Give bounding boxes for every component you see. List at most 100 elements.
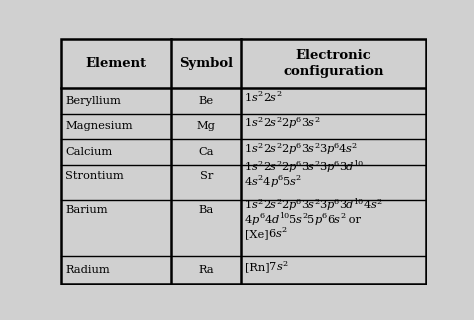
- Text: 3: 3: [319, 163, 327, 172]
- Text: s: s: [296, 215, 302, 225]
- Text: Element: Element: [86, 57, 147, 70]
- Text: 10: 10: [353, 160, 364, 168]
- Text: 5: 5: [289, 215, 296, 225]
- Text: Be: Be: [199, 96, 214, 106]
- Text: s: s: [308, 200, 314, 210]
- Text: 2: 2: [296, 174, 301, 182]
- Text: [Xe]: [Xe]: [245, 229, 268, 239]
- Text: s: s: [308, 163, 314, 172]
- Text: 2: 2: [276, 142, 281, 150]
- Text: 6: 6: [334, 198, 339, 206]
- Text: 3: 3: [319, 144, 327, 154]
- Text: 2: 2: [276, 116, 281, 124]
- Text: p: p: [315, 215, 322, 225]
- Text: 2: 2: [314, 160, 319, 168]
- Text: s: s: [252, 144, 258, 154]
- Text: 5: 5: [283, 177, 290, 187]
- Text: 3: 3: [301, 163, 308, 172]
- Text: 2: 2: [302, 212, 307, 220]
- Text: 2: 2: [263, 200, 270, 210]
- Text: 6: 6: [322, 212, 327, 220]
- Text: 4: 4: [245, 215, 252, 225]
- Text: 2: 2: [258, 90, 263, 98]
- Text: 1: 1: [245, 144, 252, 154]
- Text: 2: 2: [263, 163, 270, 172]
- Text: 6: 6: [259, 212, 264, 220]
- Text: s: s: [252, 200, 258, 210]
- Text: Barium: Barium: [65, 205, 108, 215]
- Text: p: p: [327, 200, 334, 210]
- Text: 2: 2: [281, 144, 289, 154]
- Text: Electronic
configuration: Electronic configuration: [283, 49, 384, 77]
- Text: Symbol: Symbol: [179, 57, 233, 70]
- Text: 2: 2: [352, 142, 357, 150]
- Text: p: p: [289, 118, 296, 129]
- Text: 2: 2: [340, 212, 345, 220]
- Text: s: s: [252, 118, 258, 129]
- Text: 3: 3: [339, 163, 346, 172]
- Text: p: p: [289, 163, 296, 172]
- Text: d: d: [346, 163, 353, 172]
- Text: s: s: [308, 144, 314, 154]
- Text: Calcium: Calcium: [65, 147, 113, 157]
- Text: 2: 2: [281, 200, 289, 210]
- Text: Beryllium: Beryllium: [65, 96, 121, 106]
- Text: 6: 6: [296, 116, 301, 124]
- Text: 2: 2: [276, 90, 281, 98]
- Text: 2: 2: [283, 260, 288, 268]
- Text: s: s: [270, 92, 276, 103]
- Text: s: s: [252, 163, 258, 172]
- Text: Ra: Ra: [199, 265, 214, 276]
- Text: 4: 4: [263, 177, 270, 187]
- Text: p: p: [252, 215, 259, 225]
- Text: 2: 2: [276, 160, 281, 168]
- Text: s: s: [270, 144, 276, 154]
- Text: 6: 6: [334, 142, 339, 150]
- Text: 3: 3: [301, 200, 308, 210]
- Text: 3: 3: [301, 144, 308, 154]
- Text: s: s: [252, 177, 258, 187]
- Text: 2: 2: [258, 174, 263, 182]
- Text: Radium: Radium: [65, 265, 110, 276]
- Text: Strontium: Strontium: [65, 171, 124, 181]
- Text: 3: 3: [339, 200, 346, 210]
- Text: 1: 1: [245, 92, 252, 103]
- Text: s: s: [277, 262, 283, 272]
- Text: 2: 2: [258, 142, 263, 150]
- Text: 3: 3: [319, 200, 327, 210]
- Text: 2: 2: [263, 144, 270, 154]
- Text: Sr: Sr: [200, 171, 213, 181]
- Text: s: s: [371, 200, 376, 210]
- Text: s: s: [334, 215, 340, 225]
- Text: 2: 2: [263, 118, 270, 129]
- Text: 3: 3: [301, 118, 308, 129]
- Text: 10: 10: [279, 212, 289, 220]
- Text: 6: 6: [327, 215, 334, 225]
- Text: d: d: [346, 200, 353, 210]
- Text: 5: 5: [307, 215, 315, 225]
- Text: 2: 2: [281, 163, 289, 172]
- Bar: [61, 88, 426, 284]
- Text: 6: 6: [268, 229, 276, 239]
- Text: 2: 2: [314, 198, 319, 206]
- Text: s: s: [270, 163, 276, 172]
- Text: Mg: Mg: [197, 122, 216, 132]
- Text: s: s: [346, 144, 352, 154]
- Text: 2: 2: [263, 92, 270, 103]
- Text: 6: 6: [277, 174, 283, 182]
- Text: p: p: [289, 144, 296, 154]
- Text: p: p: [327, 144, 334, 154]
- Text: 4: 4: [264, 215, 272, 225]
- Text: s: s: [252, 92, 258, 103]
- Text: 6: 6: [296, 142, 301, 150]
- Text: s: s: [308, 118, 314, 129]
- Text: 4: 4: [364, 200, 371, 210]
- Text: 2: 2: [258, 116, 263, 124]
- Text: d: d: [272, 215, 279, 225]
- Text: 1: 1: [245, 118, 252, 129]
- Bar: [61, 39, 426, 88]
- Text: p: p: [327, 163, 334, 172]
- Text: 2: 2: [258, 198, 263, 206]
- Text: s: s: [270, 200, 276, 210]
- Text: or: or: [345, 215, 361, 225]
